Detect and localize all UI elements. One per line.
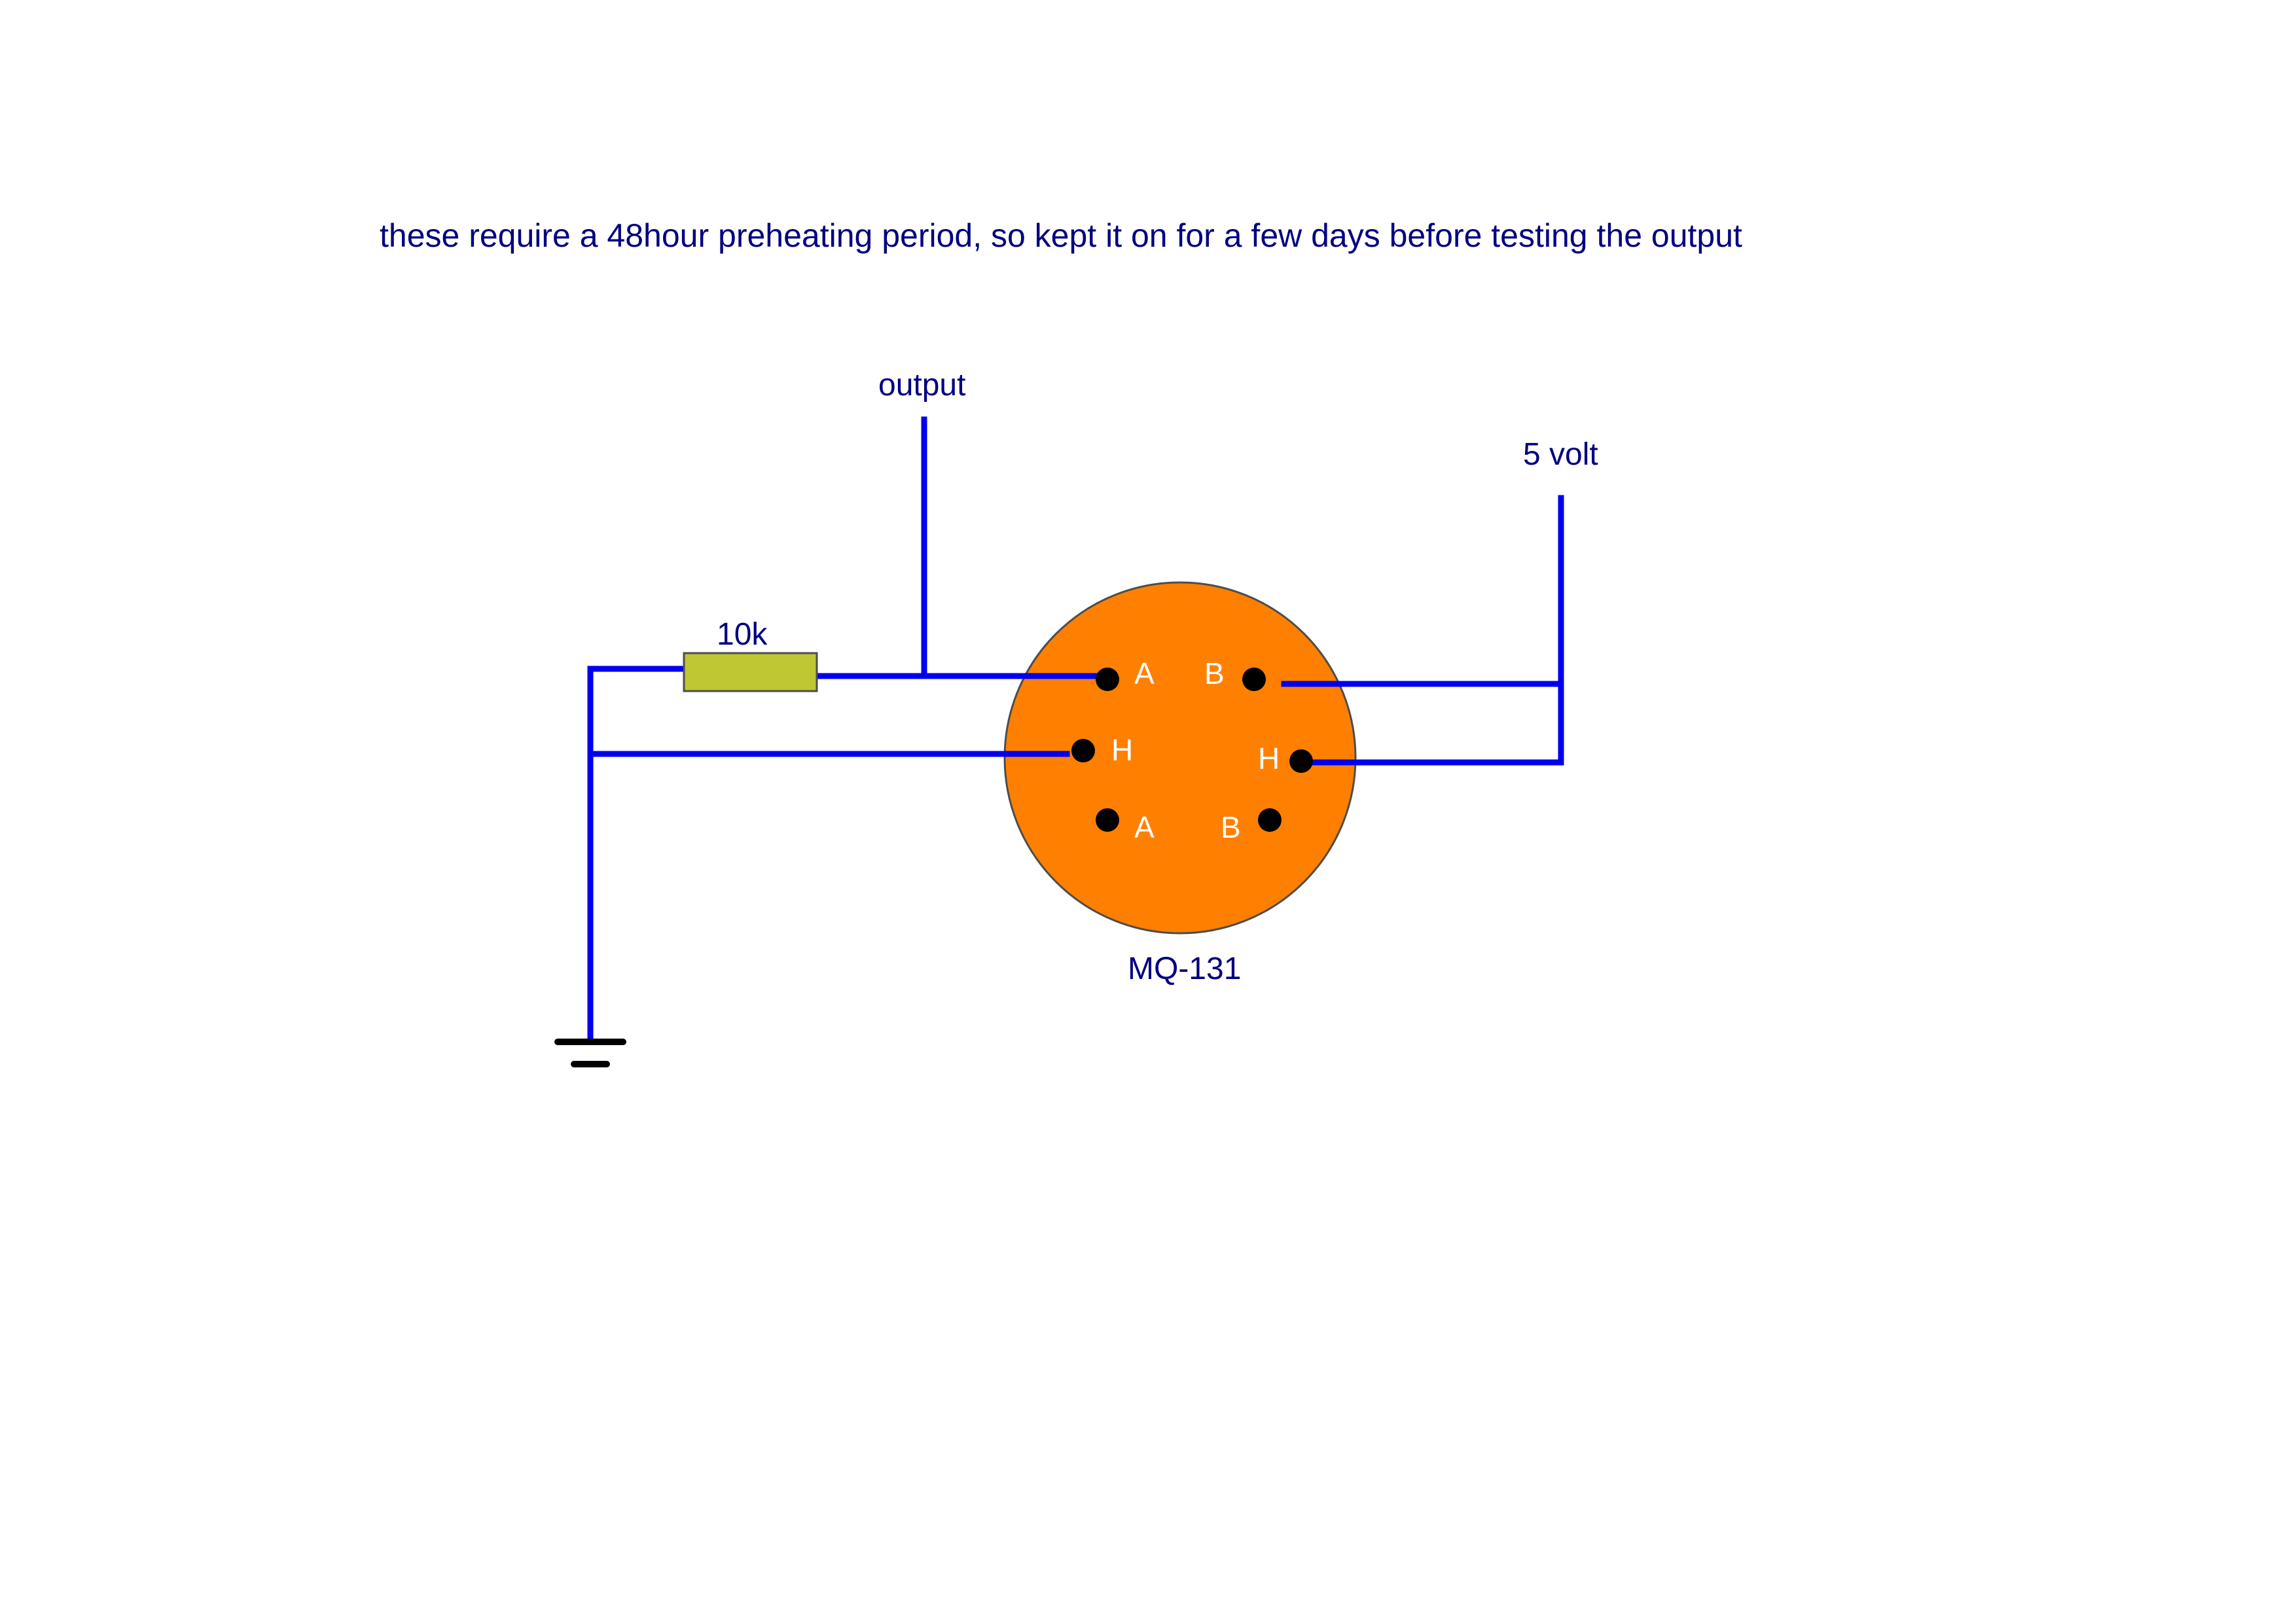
output-label: output xyxy=(878,368,965,402)
resistor-label: 10k xyxy=(717,617,768,652)
pin-label-b-bottom: B xyxy=(1221,810,1241,844)
resistor-10k xyxy=(683,652,818,692)
supply-label: 5 volt xyxy=(1523,437,1598,472)
wire-resistor-left-to-ground xyxy=(587,666,687,1041)
pin-a-bottom xyxy=(1096,808,1119,832)
note-text: these require a 48hour preheating period… xyxy=(380,217,1742,254)
pin-label-h-right: H xyxy=(1258,741,1280,776)
pin-label-h-left: H xyxy=(1111,733,1133,767)
pin-b-bottom xyxy=(1258,808,1282,832)
pin-h-right xyxy=(1289,749,1313,773)
pin-h-left xyxy=(1071,739,1095,762)
pin-b-top xyxy=(1242,668,1266,691)
pin-a-top xyxy=(1096,668,1119,691)
sensor-label: MQ-131 xyxy=(1128,952,1241,986)
pin-label-a-top: A xyxy=(1134,656,1155,690)
sensor-body xyxy=(1003,581,1357,935)
pin-label-b-top: B xyxy=(1204,656,1225,690)
pin-label-a-bottom: A xyxy=(1134,810,1155,844)
